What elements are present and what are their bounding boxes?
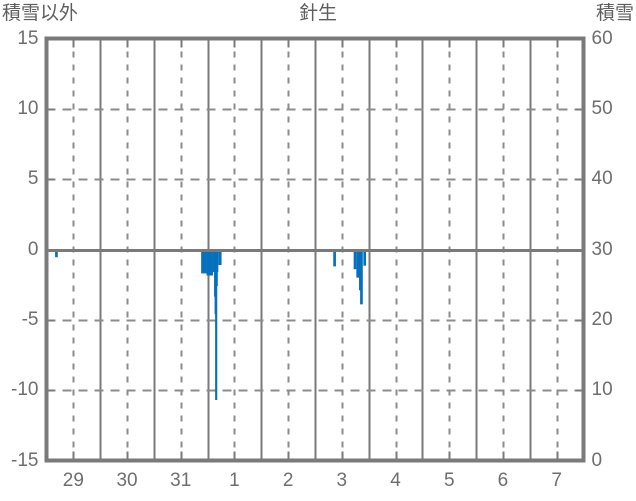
x-tick-label: 6 — [497, 469, 509, 491]
x-tick-label: 29 — [62, 469, 84, 491]
right-tick-label: 0 — [591, 449, 603, 471]
left-axis-title: 積雪以外 — [2, 3, 79, 24]
left-tick-label: -15 — [11, 449, 39, 471]
bar — [353, 249, 357, 270]
x-tick-label: 31 — [170, 469, 192, 491]
right-tick-label: 60 — [591, 27, 613, 49]
bar — [218, 249, 222, 265]
x-tick-label: 2 — [282, 469, 294, 491]
right-axis-title: 積雪 — [595, 3, 634, 24]
axis-tick-marks — [46, 38, 584, 461]
bar — [206, 249, 213, 276]
bar — [359, 249, 362, 291]
x-tick-label: 30 — [116, 469, 138, 491]
bar — [363, 249, 367, 266]
x-tick-label: 5 — [443, 469, 455, 491]
right-tick-label: 40 — [591, 168, 613, 190]
bar — [215, 249, 218, 401]
right-tick-label: 20 — [591, 308, 613, 330]
bar — [360, 249, 363, 305]
x-tick-label: 3 — [336, 469, 348, 491]
right-tick-label: 30 — [591, 238, 613, 260]
bar — [333, 249, 336, 267]
left-tick-label: 15 — [17, 27, 39, 49]
left-tick-label: 0 — [27, 238, 39, 260]
bar — [201, 249, 207, 274]
chart-title: 針生 — [298, 3, 337, 24]
x-tick-label: 1 — [229, 469, 240, 491]
left-tick-label: -5 — [21, 308, 39, 330]
right-tick-label: 10 — [591, 379, 613, 401]
bar — [55, 249, 58, 258]
x-tick-label: 7 — [551, 469, 562, 491]
left-tick-label: -10 — [11, 379, 39, 401]
x-tick-label: 4 — [390, 469, 401, 491]
left-tick-label: 10 — [17, 97, 39, 119]
bar — [356, 249, 361, 278]
right-tick-label: 50 — [591, 97, 613, 119]
bar-series-snow-other — [55, 249, 367, 401]
left-tick-label: 5 — [27, 168, 39, 190]
